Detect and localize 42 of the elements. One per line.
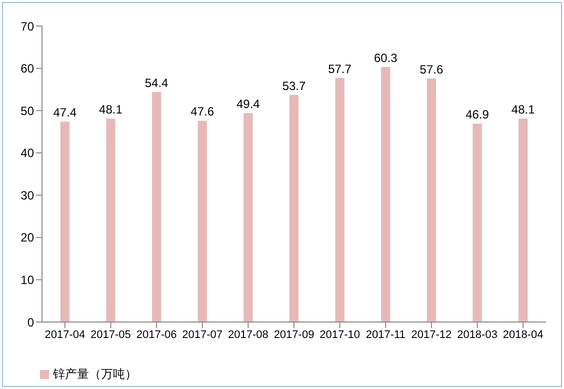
data-label: 47.4 (53, 106, 77, 120)
x-tick-label: 2017-05 (90, 328, 131, 341)
x-tick-label: 2017-08 (228, 328, 268, 341)
bar (381, 67, 390, 322)
y-tick-label: 70 (20, 19, 34, 34)
y-tick-label: 40 (20, 146, 34, 160)
y-tick-label: 60 (20, 62, 34, 76)
x-tick-label: 2017-09 (274, 328, 314, 341)
bar (106, 118, 116, 322)
y-tick-label: 20 (20, 230, 34, 245)
x-tick-label: 2018-04 (502, 328, 544, 341)
bar (335, 78, 344, 322)
bar (518, 118, 528, 322)
bar (198, 120, 207, 322)
legend-label: 锌产量（万吨） (53, 367, 137, 381)
bar (60, 122, 70, 322)
data-label: 48.1 (511, 102, 536, 117)
data-label: 47.6 (190, 104, 214, 119)
data-label: 53.7 (282, 78, 306, 93)
data-label: 57.7 (328, 62, 352, 76)
x-tick-label: 2017-06 (136, 328, 177, 341)
y-tick-label: 0 (27, 315, 34, 330)
bar (426, 78, 436, 322)
bar (289, 94, 299, 322)
data-label: 54.4 (144, 76, 169, 90)
y-tick-label: 30 (20, 188, 34, 202)
x-tick-label: 2017-10 (320, 328, 360, 341)
x-tick-label: 2018-03 (457, 328, 498, 341)
x-tick-label: 2017-07 (182, 328, 223, 341)
data-label: 46.9 (466, 108, 490, 122)
x-tick-label: 2017-12 (411, 328, 452, 341)
x-tick-label: 2017-11 (366, 328, 406, 341)
data-label: 60.3 (374, 51, 398, 66)
x-tick-label: 2017-04 (44, 328, 86, 341)
y-tick-label: 50 (20, 104, 34, 118)
bar (244, 113, 253, 322)
data-label: 48.1 (99, 102, 123, 117)
data-label: 49.4 (236, 97, 260, 112)
y-tick-label: 10 (20, 272, 34, 287)
bar (152, 92, 162, 322)
bar (472, 124, 482, 322)
data-label: 57.6 (420, 62, 444, 76)
